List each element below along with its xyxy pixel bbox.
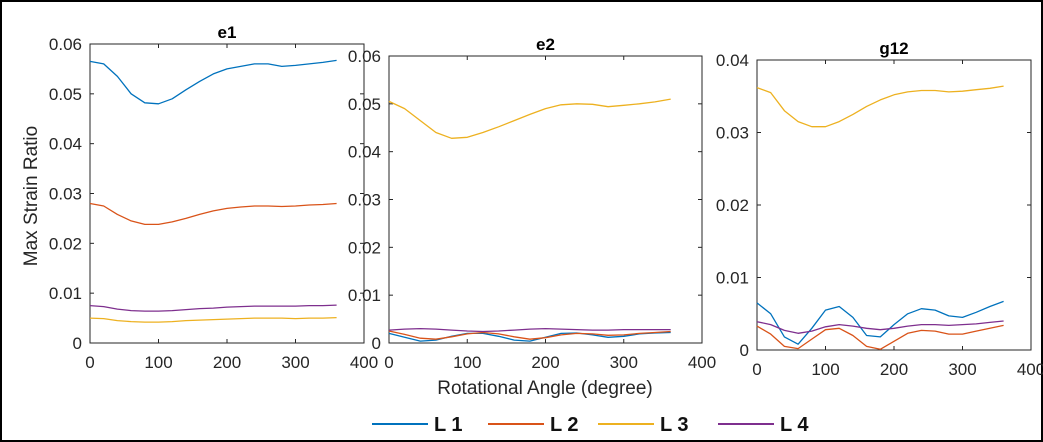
axes-box [89,43,365,344]
x-tick-label: 200 [213,353,241,372]
y-tick-label: 0 [73,334,82,353]
y-tick-label: 0.04 [348,143,381,162]
y-tick-label: 0.04 [49,135,82,154]
legend: L 1 L 2 L 3 L 4 [372,414,809,436]
series-line-l2 [388,330,671,340]
y-tick-label: 0.02 [49,234,82,253]
series-line-l3 [89,316,337,323]
series-line-l1 [388,331,671,342]
y-tick-label: 0.01 [348,286,381,305]
series-line-l1 [756,300,1004,345]
chart-title: e1 [218,23,237,42]
x-tick-label: 300 [948,360,976,379]
y-axis-label: Max Strain Ratio [21,126,42,266]
series-line-l1 [89,59,337,105]
subplots: 0 0.01 0.02 0.03 0.04 0.05 0.06 0 100 200 300 400 e1… [21,23,1043,399]
subplot-2: 0 0.01 0.02 0.03 0.04 0.05 0.06 0 100 200 300 400 e2… [348,35,716,399]
y-tick-label: 0.01 [716,269,749,288]
x-tick-label: 0 [384,353,393,372]
y-tick-label: 0.03 [716,124,749,143]
legend-label: L 3 [660,414,689,436]
y-tick-label: 0.06 [49,35,82,54]
series-line-l4 [388,327,671,333]
series-line-l3 [756,85,1004,128]
y-tick-label: 0.05 [49,85,82,104]
x-tick-label: 200 [531,353,559,372]
x-tick-label: 200 [880,360,908,379]
y-tick-label: 0.03 [348,191,381,210]
series-line-l4 [756,320,1004,334]
x-tick-label: 400 [688,353,716,372]
chart-title: g12 [879,39,908,58]
subplot-3: 0 0.01 0.02 0.03 0.04 0 100 200 300 400 g12 [716,39,1043,379]
y-tick-label: 0 [740,341,749,360]
x-tick-label: 100 [453,353,481,372]
y-tick-label: 0.04 [716,51,749,70]
x-tick-label: 300 [610,353,638,372]
x-tick-label: 400 [350,353,378,372]
series-line-l3 [388,98,671,139]
y-tick-label: 0.05 [348,95,381,114]
y-tick-label: 0 [372,334,381,353]
series-line-l2 [89,202,337,226]
y-tick-label: 0.06 [348,47,381,66]
legend-label: L 2 [550,414,579,436]
y-tick-label: 0.02 [348,238,381,257]
axes-box [388,55,703,344]
subplot-1: 0 0.01 0.02 0.03 0.04 0.05 0.06 0 100 200 300 400 e1… [21,23,378,372]
legend-label: L 1 [434,414,463,436]
series-line-l2 [756,324,1004,350]
x-axis-label: Rotational Angle (degree) [437,378,652,399]
x-tick-label: 100 [811,360,839,379]
y-tick-label: 0.02 [716,196,749,215]
y-tick-label: 0.03 [49,185,82,204]
x-tick-label: 100 [144,353,172,372]
legend-label: L 4 [780,414,809,436]
x-tick-label: 300 [281,353,309,372]
series-line-l4 [89,304,337,312]
x-tick-label: 0 [85,353,94,372]
y-tick-label: 0.01 [49,284,82,303]
x-tick-label: 0 [752,360,761,379]
axes-box [756,59,1032,351]
chart-title: e2 [536,35,555,54]
x-tick-label: 400 [1017,360,1043,379]
